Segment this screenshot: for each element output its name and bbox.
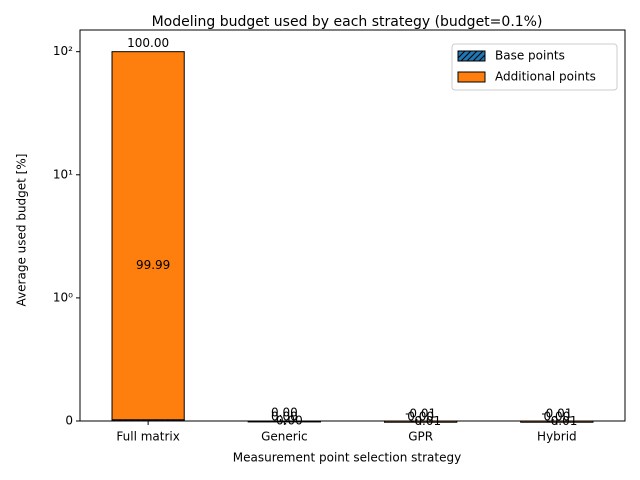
total-label: -0.01 — [405, 407, 436, 421]
y-tick-label: 10² — [53, 44, 73, 58]
bar — [111, 51, 185, 421]
legend-label: Base points — [495, 49, 565, 63]
x-axis-label: Measurement point selection strategy — [233, 451, 461, 465]
y-axis-label: Average used budget [%] — [15, 154, 29, 307]
x-tick-label: Full matrix — [116, 430, 179, 444]
value-label: 0.00 — [544, 410, 571, 424]
legend-swatch — [457, 71, 486, 83]
y-tick-label: 0 — [65, 414, 73, 428]
chart-title: Modeling budget used by each strategy (b… — [152, 14, 543, 30]
legend-swatch — [457, 50, 486, 62]
total-label: 0.00 — [271, 406, 298, 420]
x-tick-label: Hybrid — [537, 430, 577, 444]
total-label: 100.00 — [127, 36, 169, 50]
legend-box — [451, 43, 618, 91]
y-tick-label: 10⁰ — [53, 290, 73, 304]
y-tick-label: 10¹ — [53, 167, 73, 181]
legend-label: Additional points — [495, 70, 596, 84]
value-label: 0.00 — [407, 410, 434, 424]
plot-frame — [79, 29, 626, 422]
x-tick-label: Generic — [261, 430, 308, 444]
value-label: 0.00 — [271, 410, 298, 424]
total-label: -0.01 — [541, 407, 572, 421]
x-tick-label: GPR — [408, 430, 433, 444]
value-label: 99.99 — [136, 258, 170, 272]
